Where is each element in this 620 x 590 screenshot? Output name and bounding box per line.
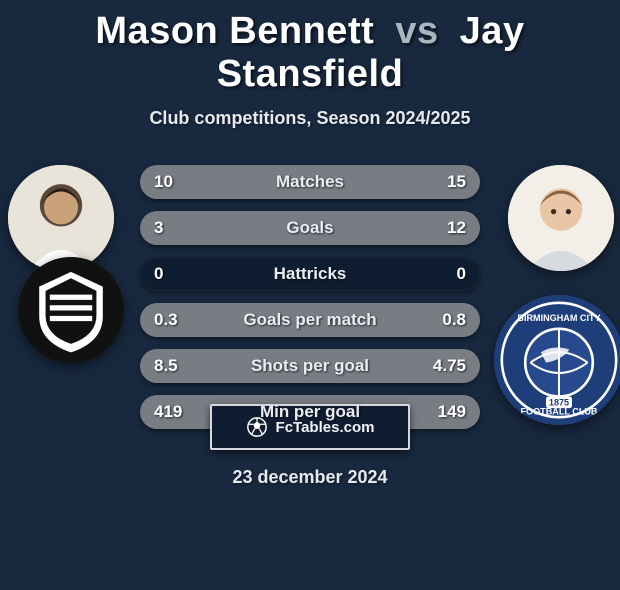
player2-photo xyxy=(508,165,614,271)
subtitle: Club competitions, Season 2024/2025 xyxy=(0,108,620,129)
stat-label: Shots per goal xyxy=(140,349,480,383)
svg-text:FOOTBALL CLUB: FOOTBALL CLUB xyxy=(521,407,598,417)
svg-text:BIRMINGHAM CITY: BIRMINGHAM CITY xyxy=(517,313,600,323)
stat-label: Goals per match xyxy=(140,303,480,337)
title-player1: Mason Bennett xyxy=(95,10,374,52)
stat-label: Matches xyxy=(140,165,480,199)
player1-photo xyxy=(8,165,114,271)
player1-crest xyxy=(18,257,124,363)
player2-crest-placeholder: BIRMINGHAM CITY FOOTBALL CLUB 1875 xyxy=(494,295,620,425)
player1-photo-placeholder xyxy=(8,165,114,271)
date-label: 23 december 2024 xyxy=(0,467,620,488)
page-title: Mason Bennett vs Jay Stansfield xyxy=(0,10,620,96)
stat-row: 312Goals xyxy=(140,211,480,245)
svg-text:1875: 1875 xyxy=(549,398,569,408)
stat-row: 1015Matches xyxy=(140,165,480,199)
stat-row: 00Hattricks xyxy=(140,257,480,291)
player2-crest: BIRMINGHAM CITY FOOTBALL CLUB 1875 xyxy=(494,295,620,425)
stat-row: 0.30.8Goals per match xyxy=(140,303,480,337)
stat-row: 419149Min per goal xyxy=(140,395,480,429)
player2-photo-placeholder xyxy=(508,165,614,271)
stat-bars: 1015Matches 312Goals 00Hattricks 0.30.8Goal… xyxy=(140,165,480,429)
stat-label: Hattricks xyxy=(140,257,480,291)
stat-label: Min per goal xyxy=(140,395,480,429)
player1-crest-placeholder xyxy=(18,257,124,363)
title-vs: vs xyxy=(395,10,438,52)
stat-label: Goals xyxy=(140,211,480,245)
stat-row: 8.54.75Shots per goal xyxy=(140,349,480,383)
